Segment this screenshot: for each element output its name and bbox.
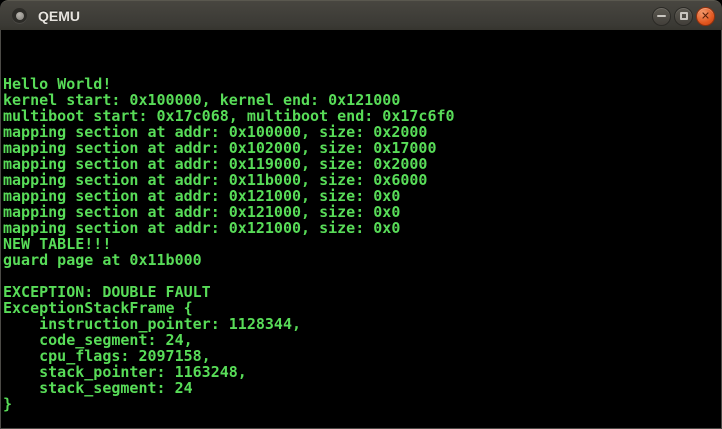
minimize-button[interactable] (652, 6, 671, 26)
window-title: QEMU (38, 7, 80, 24)
qemu-display[interactable]: Hello World! kernel start: 0x100000, kern… (0, 30, 722, 429)
terminal-line: mapping section at addr: 0x121000, size:… (3, 219, 401, 237)
window-controls: ✕ (652, 1, 715, 31)
titlebar[interactable]: QEMU ✕ (0, 0, 722, 30)
terminal-line: mapping section at addr: 0x100000, size:… (3, 123, 428, 141)
maximize-button[interactable] (674, 6, 693, 26)
maximize-icon (679, 12, 688, 20)
terminal-line: stack_pointer: 1163248, (3, 363, 247, 381)
terminal-line: Hello World! (3, 75, 112, 93)
terminal-line: mapping section at addr: 0x121000, size:… (3, 187, 401, 205)
terminal-line (3, 268, 721, 284)
terminal-line: code_segment: 24, (3, 331, 193, 349)
terminal-line: mapping section at addr: 0x102000, size:… (3, 139, 437, 157)
close-icon: ✕ (700, 9, 711, 22)
terminal-line: NEW TABLE!!! (3, 235, 112, 253)
terminal-line: stack_segment: 24 (3, 379, 193, 397)
terminal-line: ExceptionStackFrame { (3, 299, 193, 317)
qemu-window-icon (12, 8, 27, 23)
close-button[interactable]: ✕ (696, 6, 715, 26)
terminal-line: mapping section at addr: 0x11b000, size:… (3, 171, 428, 189)
terminal-line: cpu_flags: 2097158, (3, 347, 211, 365)
terminal-line: kernel start: 0x100000, kernel end: 0x12… (3, 91, 401, 109)
terminal-line: } (3, 395, 13, 413)
terminal-line: multiboot start: 0x17c068, multiboot end… (3, 107, 455, 125)
terminal-line: mapping section at addr: 0x119000, size:… (3, 155, 428, 173)
terminal-line: EXCEPTION: DOUBLE FAULT (3, 283, 211, 301)
minimize-icon (657, 15, 666, 17)
terminal-line: guard page at 0x11b000 (3, 251, 202, 269)
terminal-output: Hello World! kernel start: 0x100000, kern… (3, 76, 721, 412)
terminal-line: instruction_pointer: 1128344, (3, 315, 302, 333)
window-icon-dot (15, 11, 24, 20)
terminal-line: mapping section at addr: 0x121000, size:… (3, 203, 401, 221)
